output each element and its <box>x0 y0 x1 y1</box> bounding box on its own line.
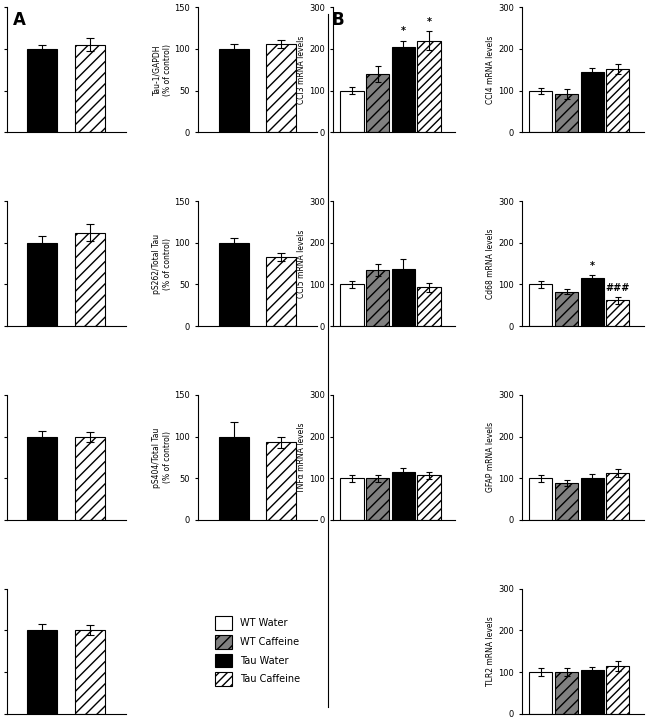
Y-axis label: GFAP mRNA levels: GFAP mRNA levels <box>486 423 495 492</box>
Bar <box>529 284 552 326</box>
Bar <box>580 670 604 714</box>
Bar <box>580 72 604 132</box>
Y-axis label: CCl4 mRNA levels: CCl4 mRNA levels <box>486 35 495 104</box>
Bar <box>392 269 415 326</box>
Bar <box>27 630 57 714</box>
Bar <box>366 74 389 132</box>
Bar <box>218 437 248 520</box>
Legend: WT Water, WT Caffeine, Tau Water, Tau Caffeine: WT Water, WT Caffeine, Tau Water, Tau Ca… <box>211 613 304 690</box>
Bar <box>417 288 441 326</box>
Y-axis label: Tau-1/GAPDH
(% of control): Tau-1/GAPDH (% of control) <box>152 44 172 96</box>
Bar <box>580 278 604 326</box>
Bar <box>266 257 296 326</box>
Y-axis label: TLR2 mRNA levels: TLR2 mRNA levels <box>486 616 495 686</box>
Bar <box>75 233 105 326</box>
Bar <box>366 478 389 520</box>
Bar <box>27 49 57 132</box>
Bar <box>529 672 552 714</box>
Bar <box>341 91 363 132</box>
Bar <box>555 672 578 714</box>
Text: A: A <box>13 11 26 29</box>
Bar <box>218 49 248 132</box>
Y-axis label: TNFα mRNA levels: TNFα mRNA levels <box>298 423 307 492</box>
Bar <box>417 40 441 132</box>
Bar <box>555 483 578 520</box>
Y-axis label: pS404/Total Tau
(% of control): pS404/Total Tau (% of control) <box>152 428 172 487</box>
Y-axis label: pS262/Total Tau
(% of control): pS262/Total Tau (% of control) <box>152 234 172 293</box>
Bar <box>341 478 363 520</box>
Bar <box>75 438 105 520</box>
Bar <box>218 243 248 326</box>
Bar <box>27 243 57 326</box>
Bar <box>555 291 578 326</box>
Bar <box>27 437 57 520</box>
Bar <box>606 69 629 132</box>
Bar <box>606 473 629 520</box>
Text: B: B <box>332 11 344 29</box>
Bar <box>529 478 552 520</box>
Bar <box>606 300 629 326</box>
Bar <box>392 472 415 520</box>
Text: ###: ### <box>606 283 630 293</box>
Text: *: * <box>426 17 432 27</box>
Bar <box>580 478 604 520</box>
Y-axis label: Cd68 mRNA levels: Cd68 mRNA levels <box>486 229 495 298</box>
Bar <box>392 47 415 132</box>
Bar <box>341 284 363 326</box>
Text: *: * <box>590 261 595 271</box>
Bar <box>75 45 105 132</box>
Bar <box>606 666 629 714</box>
Y-axis label: CCl3 mRNA levels: CCl3 mRNA levels <box>298 35 307 104</box>
Bar <box>555 94 578 132</box>
Bar <box>266 44 296 132</box>
Bar <box>366 270 389 326</box>
Bar <box>266 443 296 520</box>
Bar <box>529 91 552 132</box>
Bar <box>75 630 105 714</box>
Y-axis label: CCl5 mRNA levels: CCl5 mRNA levels <box>298 229 307 298</box>
Text: *: * <box>401 27 406 36</box>
Bar <box>417 475 441 520</box>
